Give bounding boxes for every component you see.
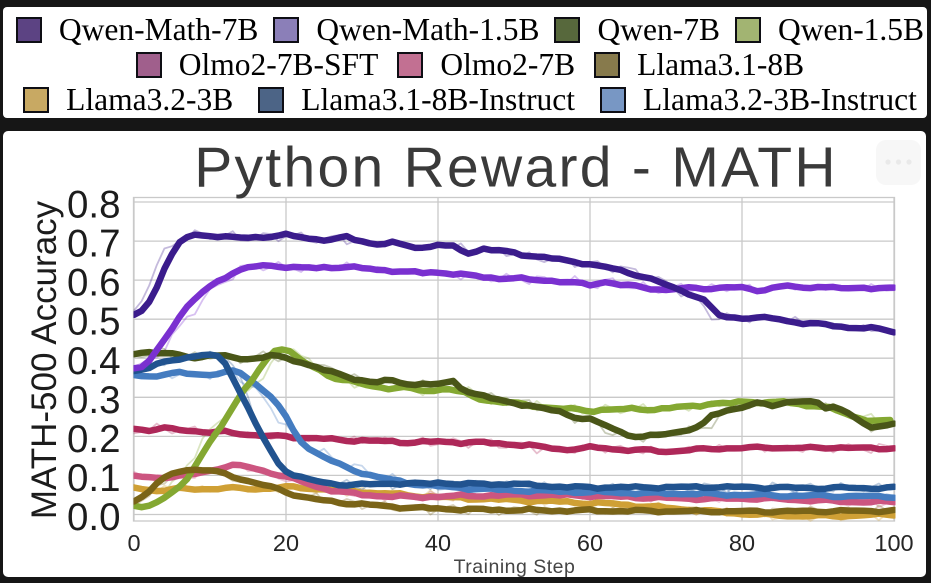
svg-text:0.8: 0.8 [67,184,121,227]
svg-text:MATH-500 Accuracy: MATH-500 Accuracy [25,200,64,519]
svg-text:60: 60 [577,530,603,556]
svg-text:0.6: 0.6 [67,262,121,305]
svg-text:0.7: 0.7 [67,223,121,266]
svg-text:0.5: 0.5 [67,301,121,344]
svg-text:0.3: 0.3 [67,379,121,422]
svg-text:Python Reward - MATH: Python Reward - MATH [194,136,838,200]
svg-text:20: 20 [273,530,299,556]
svg-text:100: 100 [874,530,913,556]
svg-text:0.1: 0.1 [67,457,121,500]
svg-text:0.4: 0.4 [67,340,121,383]
svg-text:Training Step: Training Step [454,556,576,577]
svg-text:0: 0 [127,530,140,556]
svg-text:80: 80 [729,530,755,556]
svg-text:40: 40 [425,530,451,556]
svg-text:0.0: 0.0 [67,496,121,539]
svg-text:0.2: 0.2 [67,418,121,461]
